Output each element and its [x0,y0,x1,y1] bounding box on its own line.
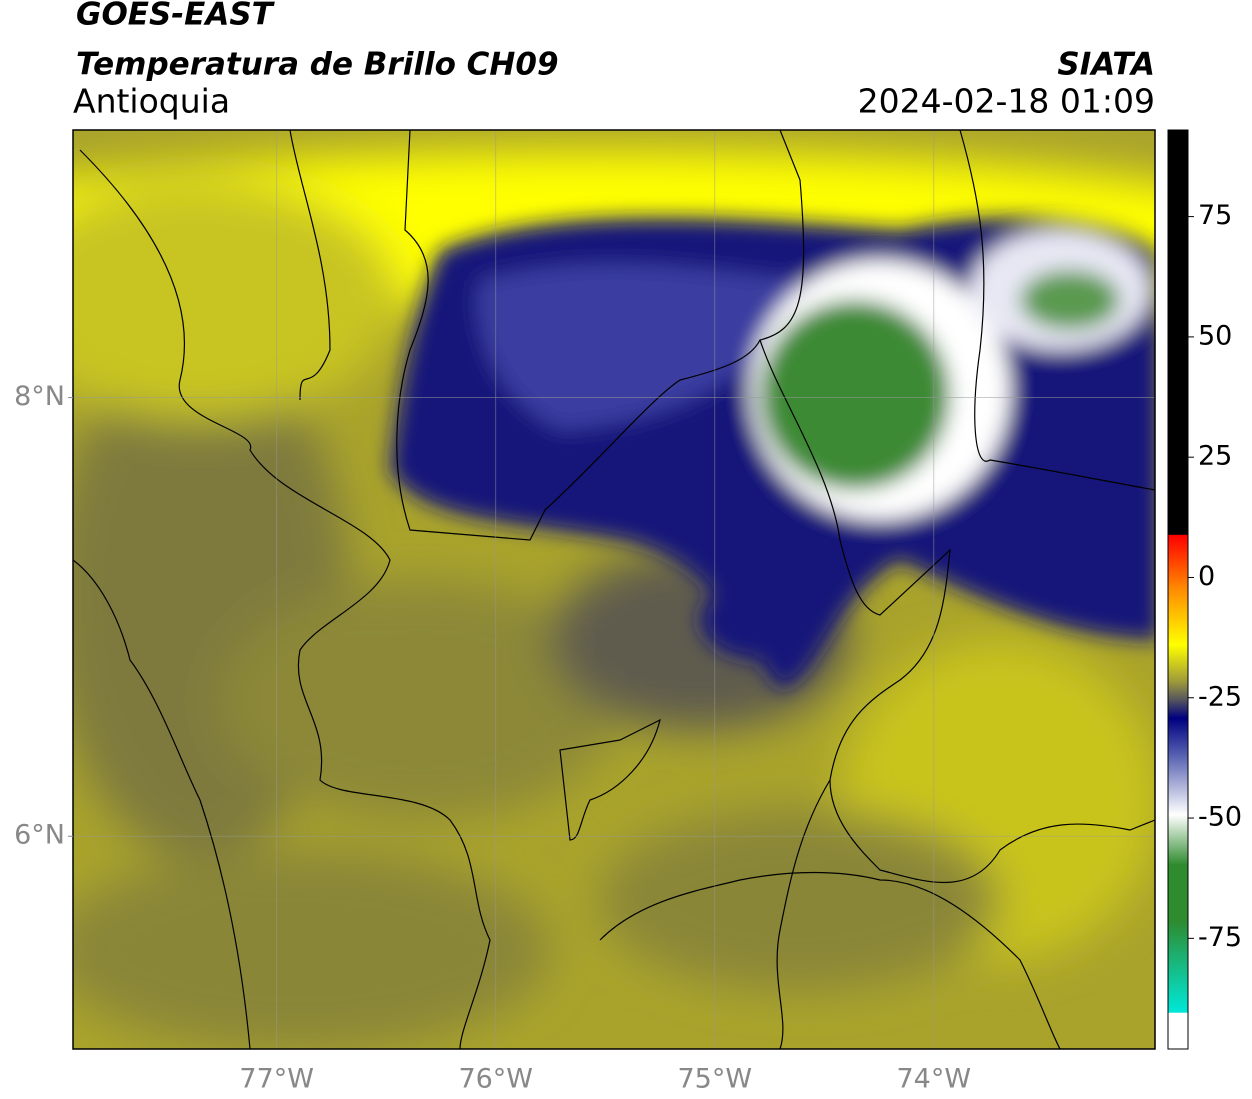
source: SIATA [1057,47,1155,83]
x-tick-label: 77°W [239,1064,314,1095]
map-frame [72,129,1156,1050]
colorbar-tick-label: -50 [1198,802,1242,833]
colorbar-tick-label: 75 [1198,200,1232,231]
colorbar-tick-label: 0 [1198,561,1215,592]
datetime: 2024-02-18 01:09 [858,82,1155,121]
x-tick-label: 74°W [897,1064,972,1095]
x-tick-label: 76°W [458,1064,533,1095]
y-tick-label: 8°N [14,381,65,412]
grid [73,130,1155,1049]
title: GOES-EAST [76,0,276,33]
brightness-field [73,130,1155,1049]
field-patches [73,150,1155,1049]
colorbar-tick-label: 25 [1198,441,1232,472]
colorbar-tick-label: -25 [1198,681,1242,712]
y-tick-label: 6°N [14,820,65,851]
region: Antioquia [73,82,230,121]
subtitle: Temperatura de Brillo CH09 [76,47,559,83]
x-tick-label: 75°W [677,1064,752,1095]
colorbar [1167,129,1189,1050]
colorbar-tick-label: 50 [1198,320,1232,351]
colorbar-tick-label: -75 [1198,922,1242,953]
borders [73,130,1155,1049]
cold-clouds [390,217,1155,690]
